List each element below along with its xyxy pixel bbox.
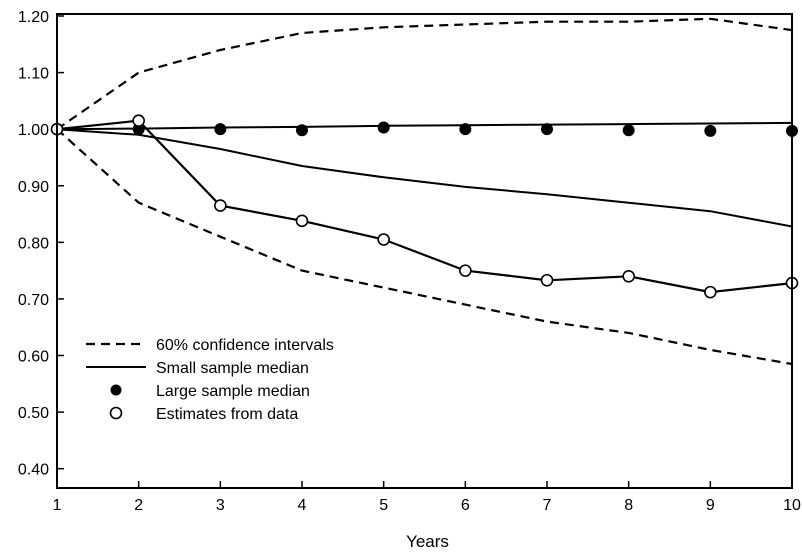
x-axis-title: Years (406, 532, 449, 551)
large-sample-median-point (541, 123, 553, 136)
x-tick-label: 6 (461, 497, 470, 514)
legend-label: Large sample median (156, 383, 310, 400)
x-tick-label: 2 (134, 497, 143, 514)
estimate-point (214, 199, 227, 212)
estimates-line (56, 119, 793, 294)
y-tick-label: 0.80 (18, 235, 49, 252)
y-tick-label: 0.70 (18, 292, 49, 309)
y-tick-label: 1.00 (18, 122, 49, 139)
x-axis-ticks: 1 2 3 4 5 6 7 8 9 10 (53, 481, 801, 514)
confidence-interval-line-0 (56, 17, 793, 131)
y-tick-label: 1.10 (18, 66, 49, 83)
estimate-point (295, 214, 309, 228)
legend-label: 60% confidence intervals (156, 337, 334, 354)
x-tick-label: 5 (379, 497, 388, 514)
legend: 60% confidence intervals Small sample med… (86, 337, 334, 423)
plot-frame (56, 13, 793, 489)
y-tick-label: 0.90 (18, 179, 49, 196)
estimate-point (459, 264, 472, 277)
large-sample-median-point (214, 123, 227, 136)
x-tick-label: 10 (783, 497, 801, 514)
legend-label: Small sample median (156, 360, 309, 377)
x-tick-label: 4 (298, 497, 307, 514)
large-sample-median-point (377, 121, 390, 134)
confidence-interval-line-1 (56, 128, 793, 366)
legend-swatch-filled-circle (110, 384, 122, 396)
estimate-point (132, 114, 145, 127)
legend-label: Estimates from data (156, 406, 298, 423)
small-sample-median-line-2 (56, 128, 793, 228)
y-tick-label: 1.20 (18, 9, 49, 26)
x-tick-label: 3 (216, 497, 225, 514)
estimate-point (704, 285, 717, 299)
large-sample-median-point (296, 124, 308, 137)
y-axis-ticks: 0.40 0.50 0.60 0.70 0.80 0.90 1.00 1.10 1.20 (18, 9, 64, 479)
large-sample-median-point (622, 124, 635, 137)
y-tick-label: 0.60 (18, 349, 49, 366)
y-tick-label: 0.50 (18, 405, 49, 422)
large-sample-median-point (704, 124, 717, 137)
large-sample-median-point (459, 123, 472, 136)
y-tick-label: 0.40 (18, 462, 49, 479)
x-tick-label: 9 (706, 497, 715, 514)
estimate-point (377, 233, 390, 246)
x-tick-label: 7 (543, 497, 552, 514)
estimate-point (540, 273, 554, 287)
estimate-point (622, 269, 635, 283)
small-sample-median-line-3 (56, 121, 793, 131)
x-tick-label: 1 (53, 497, 62, 514)
series-layer (50, 17, 799, 366)
x-tick-label: 8 (624, 497, 633, 514)
legend-swatch-open-circle (109, 406, 123, 420)
